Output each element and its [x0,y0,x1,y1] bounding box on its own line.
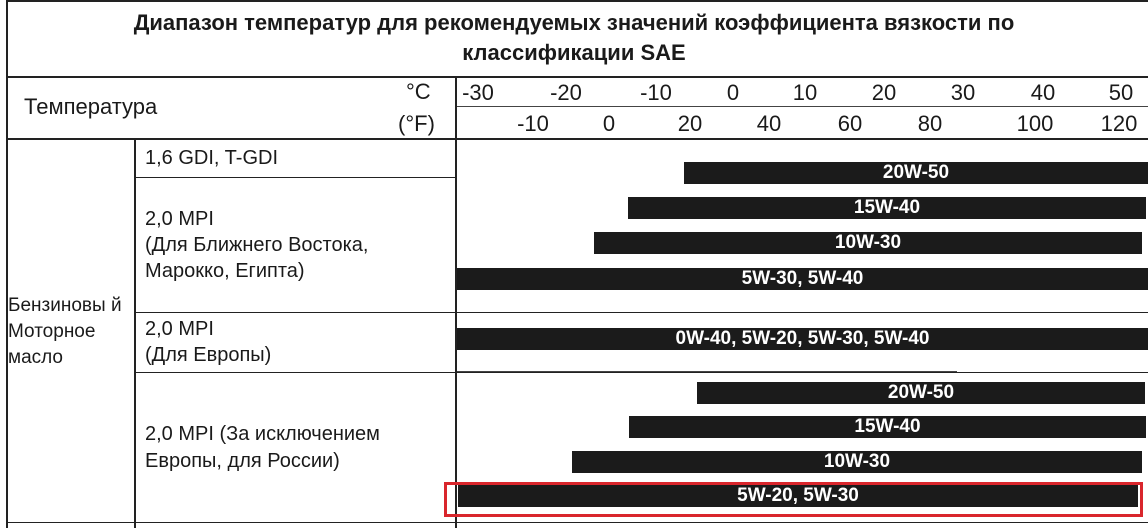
engine-label: 1,6 GDI, T-GDI [145,147,278,169]
fahrenheit-tick: 120 [1100,111,1138,136]
engine-label: 2,0 MPI [145,318,214,340]
fahrenheit-tick: -10 [517,111,549,136]
fahrenheit-tick: 80 [917,111,943,136]
viscosity-bar: 0W-40, 5W-20, 5W-30, 5W-40 [457,328,1148,350]
title-bottom-line [6,76,1148,78]
category-line-2: Моторное [8,321,96,342]
viscosity-bar: 10W-30 [572,451,1142,473]
header-bottom-line [6,138,1148,140]
viscosity-bar: 10W-30 [594,232,1142,254]
celsius-tick: 20 [871,80,897,105]
engine-label: (Для Ближнего Востока, [145,234,369,256]
title-line-1: Диапазон температур для рекомендуемых зн… [133,10,1015,35]
celsius-tick: 40 [1030,80,1056,105]
viscosity-bar: 5W-20, 5W-30 [458,485,1138,507]
fahrenheit-tick: 40 [756,111,782,136]
row-line-3 [134,372,1148,373]
celsius-tick: 50 [1108,80,1134,105]
celsius-tick: 30 [950,80,976,105]
celsius-tick: 0 [726,80,740,105]
table-title: Диапазон температур для рекомендуемых зн… [0,0,1148,76]
highlight-frame [444,482,1143,517]
celsius-tick: -20 [550,80,582,105]
header-divider-line [455,76,457,528]
viscosity-bar: 20W-50 [697,382,1145,404]
fahrenheit-tick: 20 [677,111,703,136]
fahrenheit-unit: (°F) [398,111,435,136]
celsius-unit: °C [406,79,431,104]
bar-underline [457,371,957,372]
engine-label: 2,0 MPI [145,208,214,230]
fahrenheit-tick: 0 [602,111,616,136]
engine-label: Европы, для России) [145,450,340,472]
viscosity-bar: 20W-50 [684,162,1148,184]
tick-separator-line [457,106,1148,107]
engine-column-line [134,138,136,528]
engine-label: (Для Европы) [145,344,272,366]
celsius-tick: -30 [462,80,494,105]
left-border [6,0,8,528]
viscosity-bar: 15W-40 [629,416,1146,438]
title-line-2: классификации SAE [462,40,686,65]
viscosity-bar: 5W-30, 5W-40 [457,268,1148,290]
bottom-line [6,522,1148,523]
fahrenheit-tick: 60 [837,111,863,136]
viscosity-bar: 15W-40 [628,197,1146,219]
celsius-tick: 10 [792,80,818,105]
row-line-2 [134,312,1148,313]
top-border [6,0,1148,2]
fahrenheit-tick: 100 [1016,111,1054,136]
engine-label: Марокко, Египта) [145,260,305,282]
celsius-tick: -10 [640,80,672,105]
row-line-1 [134,177,456,178]
category-line-1: Бензиновы й [8,295,122,316]
engine-label: 2,0 MPI (За исключением [145,423,380,445]
category-line-3: масло [8,347,63,368]
temperature-label: Температура [24,94,158,119]
